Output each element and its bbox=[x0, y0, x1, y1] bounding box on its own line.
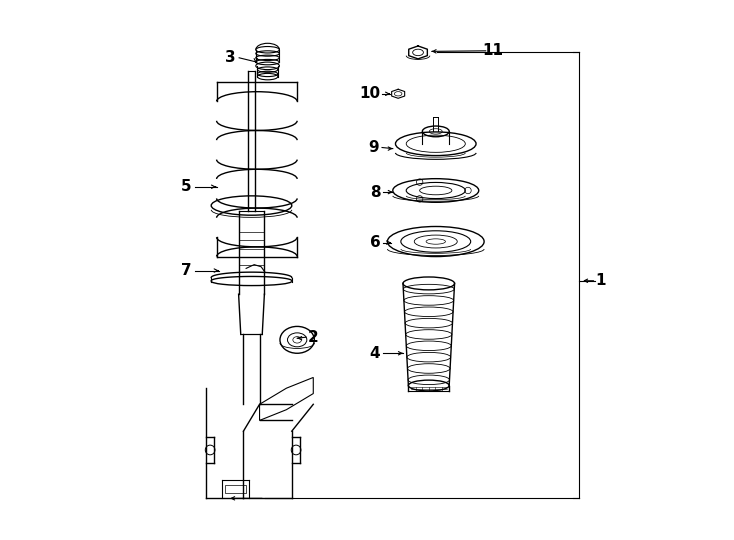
Text: 5: 5 bbox=[181, 179, 192, 194]
Text: 6: 6 bbox=[370, 235, 380, 250]
Text: 3: 3 bbox=[225, 50, 236, 65]
Text: 4: 4 bbox=[370, 346, 380, 361]
Text: 7: 7 bbox=[181, 263, 192, 278]
Bar bbox=[225, 485, 246, 493]
Text: 1: 1 bbox=[595, 273, 606, 288]
Text: 9: 9 bbox=[368, 140, 379, 155]
Text: 11: 11 bbox=[483, 43, 504, 58]
Text: 2: 2 bbox=[308, 329, 319, 345]
Text: 8: 8 bbox=[370, 185, 380, 200]
Text: 10: 10 bbox=[359, 86, 380, 102]
